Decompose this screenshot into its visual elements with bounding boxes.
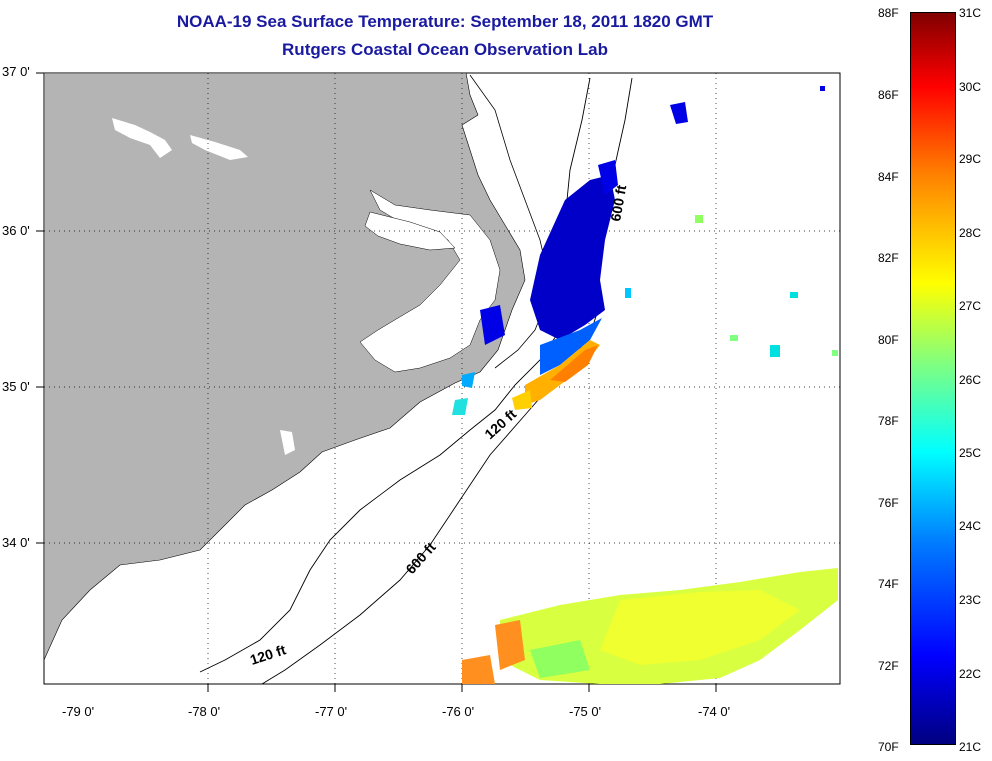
lon-label-75: -75 0' [569, 704, 602, 719]
lat-label-35: 35 0' [2, 379, 30, 394]
sst-scattered-points [625, 86, 838, 357]
lat-label-37: 37 0' [2, 64, 30, 79]
colorbar-f-86: 86F [878, 88, 899, 102]
colorbar-c-27: 27C [959, 299, 982, 313]
sst-cold-patches [452, 102, 688, 415]
colorbar-c-22: 22C [959, 667, 982, 681]
colorbar-f-74: 74F [878, 577, 899, 591]
colorbar-f-76: 76F [878, 496, 899, 510]
lon-label-79: -79 0' [62, 704, 95, 719]
colorbar-f-70: 70F [878, 740, 899, 754]
temperature-colorbar [910, 12, 956, 745]
colorbar-c-26: 26C [959, 373, 982, 387]
sst-warm-patches [512, 340, 600, 410]
colorbar-f-80: 80F [878, 333, 899, 347]
map-title: NOAA-19 Sea Surface Temperature: Septemb… [176, 12, 714, 31]
map-subtitle: Rutgers Coastal Ocean Observation Lab [282, 40, 608, 59]
colorbar-f-88: 88F [878, 6, 899, 20]
inland-river-1 [112, 118, 172, 158]
lon-label-76: -76 0' [442, 704, 475, 719]
lon-label-74: -74 0' [698, 704, 731, 719]
sst-southeast-region [462, 568, 838, 684]
colorbar-f-82: 82F [878, 251, 899, 265]
colorbar-f-84: 84F [878, 170, 899, 184]
contour-label-600-north: 600 ft [607, 183, 629, 222]
colorbar-c-28: 28C [959, 226, 982, 240]
colorbar-f-72: 72F [878, 659, 899, 673]
lon-label-78: -78 0' [188, 704, 221, 719]
colorbar-c-25: 25C [959, 446, 982, 460]
colorbar-c-23: 23C [959, 593, 982, 607]
colorbar-f-78: 78F [878, 414, 899, 428]
lat-label-34: 34 0' [2, 535, 30, 550]
inland-river-2 [190, 135, 248, 160]
inland-river-3 [280, 430, 295, 455]
lat-label-36: 36 0' [2, 223, 30, 238]
sst-map: 600 ft 120 ft 600 ft 120 ft [36, 72, 841, 692]
colorbar-c-24: 24C [959, 519, 982, 533]
colorbar-c-30: 30C [959, 80, 982, 94]
colorbar-c-31: 31C [959, 6, 982, 20]
colorbar-c-21: 21C [959, 740, 982, 754]
axis-ticks [36, 72, 717, 692]
colorbar-c-29: 29C [959, 152, 982, 166]
lon-label-77: -77 0' [315, 704, 348, 719]
